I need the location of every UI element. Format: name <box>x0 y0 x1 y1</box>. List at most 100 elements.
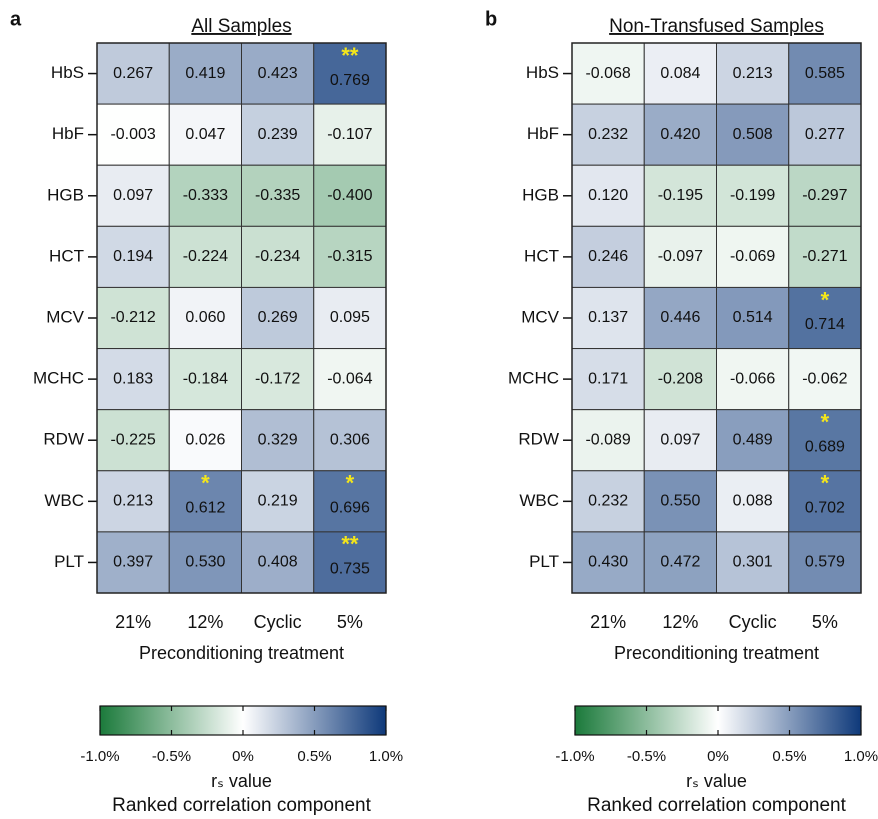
colorbar-label: rₛ value <box>686 771 747 791</box>
colorbar-tick-label: -0.5% <box>627 748 666 765</box>
x-tick-label: 5% <box>812 612 838 632</box>
row-label: HbS <box>51 63 84 82</box>
cell-value: 0.219 <box>258 493 298 510</box>
cell-value: -0.068 <box>585 65 630 82</box>
heatmap-cell <box>571 531 645 594</box>
cell-value: -0.097 <box>658 248 703 265</box>
cell-value: -0.062 <box>802 370 847 387</box>
cell-value: 0.137 <box>588 309 628 326</box>
row-label: HCT <box>524 246 559 265</box>
row-label: HGB <box>47 185 84 204</box>
cell-value: -0.064 <box>327 370 372 387</box>
cell-value: -0.107 <box>327 126 372 143</box>
heatmap-cell <box>716 164 790 227</box>
row-label: MCHC <box>508 369 559 388</box>
cell-value: 0.306 <box>330 431 370 448</box>
panel-label: a <box>10 8 22 30</box>
colorbar-sublabel: Ranked correlation component <box>587 795 846 816</box>
cell-value: 0.239 <box>258 126 298 143</box>
cell-value: -0.212 <box>110 309 155 326</box>
heatmap-cell <box>716 348 790 411</box>
significance-marker: * <box>821 287 830 312</box>
cell-value: 0.301 <box>733 554 773 571</box>
colorbar-sublabel: Ranked correlation component <box>112 795 371 816</box>
heatmap-cell <box>313 286 387 350</box>
heatmap-cell <box>788 531 862 594</box>
cell-value: 0.084 <box>660 65 700 82</box>
row-label: PLT <box>54 552 84 571</box>
cell-value: 0.489 <box>733 431 773 448</box>
cell-value: -0.333 <box>183 187 228 204</box>
cell-value: -0.199 <box>730 187 775 204</box>
cell-value: -0.234 <box>255 248 300 265</box>
cell-value: -0.003 <box>110 126 155 143</box>
colorbar-tick-label: 0.5% <box>297 748 331 765</box>
x-tick-label: Cyclic <box>729 612 777 632</box>
cell-value: -0.195 <box>658 187 703 204</box>
cell-value: 0.088 <box>733 493 773 510</box>
heatmap-cell <box>313 531 387 594</box>
panel-title: All Samples <box>191 16 291 37</box>
heatmap-cell <box>313 409 387 472</box>
heatmap-cell <box>643 531 717 594</box>
cell-value: 0.714 <box>805 316 845 333</box>
cell-value: 0.171 <box>588 370 628 387</box>
significance-marker: * <box>821 471 830 496</box>
colorbar-tick-label: -0.5% <box>152 748 191 765</box>
heatmap-cell <box>168 42 242 105</box>
colorbar-label: rₛ value <box>211 771 272 791</box>
heatmap-cell <box>241 103 315 166</box>
heatmap-cell <box>716 103 790 166</box>
heatmap-cell <box>96 286 170 350</box>
cell-value: 0.423 <box>258 65 298 82</box>
heatmap-cell <box>313 348 387 411</box>
cell-value: 0.047 <box>185 126 225 143</box>
cell-value: 0.095 <box>330 309 370 326</box>
x-tick-label: Cyclic <box>254 612 302 632</box>
cell-value: 0.183 <box>113 370 153 387</box>
significance-marker: * <box>201 471 210 496</box>
row-label: RDW <box>518 430 559 449</box>
cell-value: 0.194 <box>113 248 153 265</box>
heatmap-cell <box>168 531 242 594</box>
row-label: RDW <box>43 430 84 449</box>
row-label: MCV <box>46 307 84 326</box>
heatmap-cell <box>168 286 242 350</box>
row-label: MCV <box>521 307 559 326</box>
colorbar-tick-label: 0% <box>232 748 254 765</box>
cell-value: -0.208 <box>658 370 703 387</box>
x-tick-label: 12% <box>187 612 223 632</box>
cell-value: 0.277 <box>805 126 845 143</box>
row-label: HCT <box>49 246 84 265</box>
cell-value: 0.232 <box>588 493 628 510</box>
heatmap-border <box>571 42 862 594</box>
cell-value: 0.508 <box>733 126 773 143</box>
heatmap-cell <box>168 164 242 227</box>
cell-value: 0.026 <box>185 431 225 448</box>
cell-value: 0.514 <box>733 309 773 326</box>
cell-value: 0.232 <box>588 126 628 143</box>
x-axis-label: Preconditioning treatment <box>614 643 819 663</box>
cell-value: 0.550 <box>660 493 700 510</box>
heatmap-cell <box>643 348 717 411</box>
heatmap-cell <box>788 164 862 227</box>
heatmap-cell <box>788 103 862 166</box>
cell-value: 0.213 <box>733 65 773 82</box>
cell-value: -0.225 <box>110 431 155 448</box>
heatmap-cell <box>571 103 645 166</box>
cell-value: -0.069 <box>730 248 775 265</box>
panel-title: Non-Transfused Samples <box>609 16 824 37</box>
cell-value: 0.735 <box>330 561 370 578</box>
heatmap-cell <box>571 286 645 350</box>
cell-value: 0.120 <box>588 187 628 204</box>
significance-marker: ** <box>341 43 359 68</box>
cell-value: 0.585 <box>805 65 845 82</box>
cell-value: -0.400 <box>327 187 372 204</box>
row-label: HbF <box>527 124 559 143</box>
heatmap-cell <box>96 348 170 411</box>
cell-value: 0.472 <box>660 554 700 571</box>
cell-value: 0.097 <box>113 187 153 204</box>
heatmap-cell <box>643 103 717 166</box>
cell-value: -0.315 <box>327 248 372 265</box>
